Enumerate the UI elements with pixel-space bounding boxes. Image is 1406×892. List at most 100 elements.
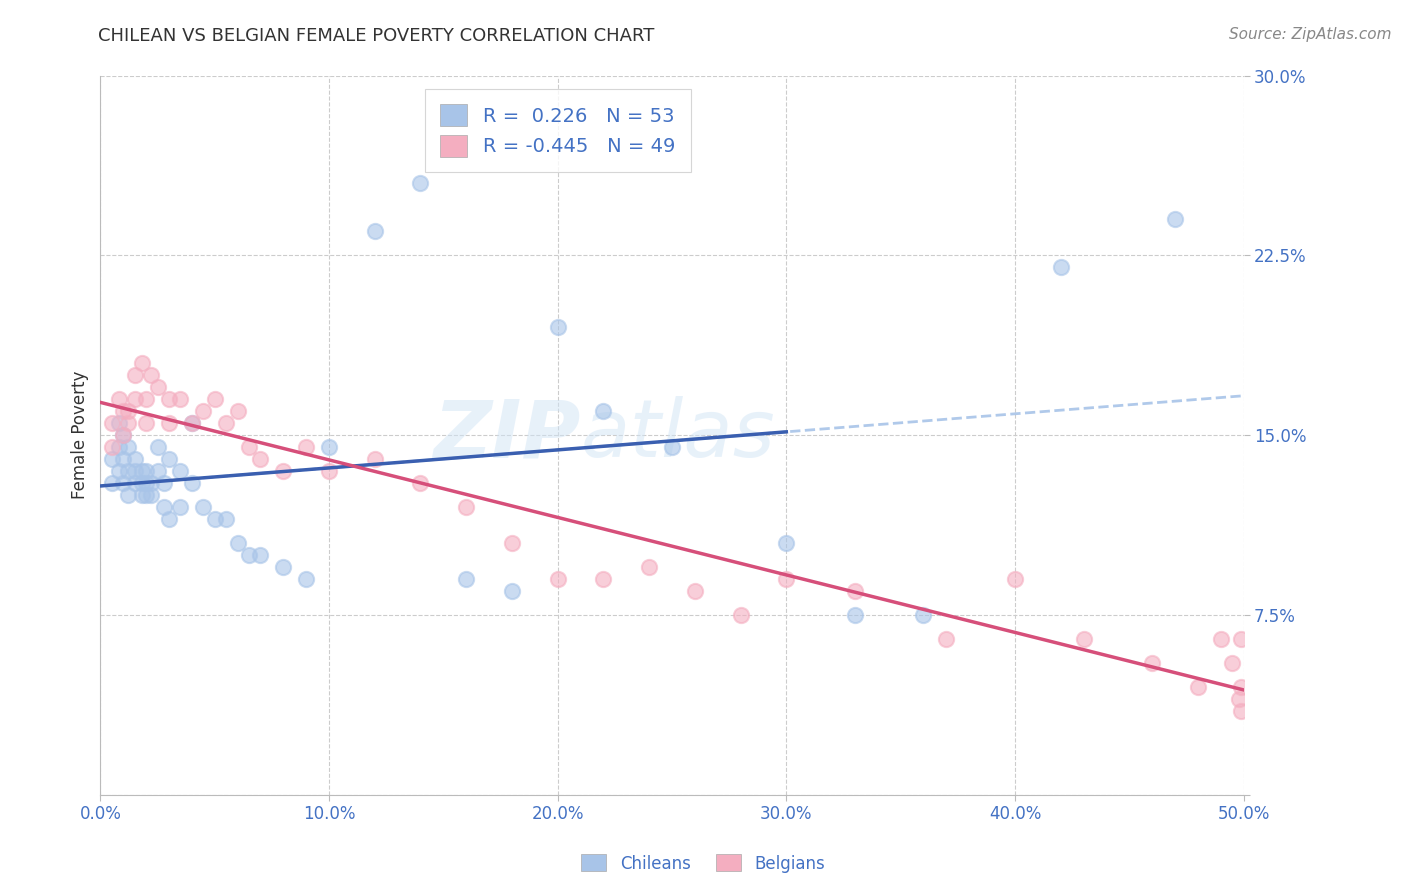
- Point: [112, 428, 135, 442]
- Point: [592, 404, 614, 418]
- Point: [238, 440, 260, 454]
- Point: [107, 417, 129, 431]
- Point: [1220, 656, 1243, 670]
- Point: [215, 512, 238, 526]
- Point: [226, 536, 249, 550]
- Point: [112, 452, 135, 467]
- Point: [131, 476, 153, 491]
- Point: [157, 392, 180, 407]
- Point: [1187, 680, 1209, 694]
- Point: [318, 440, 340, 454]
- Point: [638, 560, 661, 574]
- Y-axis label: Female Poverty: Female Poverty: [72, 371, 89, 500]
- Point: [157, 452, 180, 467]
- Point: [271, 560, 294, 574]
- Point: [135, 417, 157, 431]
- Point: [124, 476, 146, 491]
- Point: [456, 572, 478, 586]
- Point: [295, 440, 318, 454]
- Point: [730, 608, 752, 623]
- Point: [169, 500, 191, 515]
- Point: [456, 500, 478, 515]
- Point: [135, 392, 157, 407]
- Point: [204, 392, 226, 407]
- Point: [409, 177, 432, 191]
- Point: [1004, 572, 1026, 586]
- Legend: R =  0.226   N = 53, R = -0.445   N = 49: R = 0.226 N = 53, R = -0.445 N = 49: [425, 89, 690, 172]
- Point: [117, 417, 139, 431]
- Point: [146, 380, 169, 394]
- Point: [1230, 680, 1253, 694]
- Point: [135, 464, 157, 478]
- Point: [117, 488, 139, 502]
- Point: [193, 500, 215, 515]
- Point: [204, 512, 226, 526]
- Point: [501, 584, 523, 599]
- Point: [139, 476, 162, 491]
- Point: [153, 500, 176, 515]
- Point: [107, 464, 129, 478]
- Text: ZIP: ZIP: [433, 396, 581, 475]
- Point: [153, 476, 176, 491]
- Point: [124, 464, 146, 478]
- Point: [131, 464, 153, 478]
- Point: [131, 488, 153, 502]
- Point: [146, 440, 169, 454]
- Point: [112, 476, 135, 491]
- Point: [180, 417, 202, 431]
- Point: [775, 536, 797, 550]
- Point: [135, 488, 157, 502]
- Point: [139, 488, 162, 502]
- Point: [547, 572, 569, 586]
- Point: [124, 452, 146, 467]
- Point: [117, 440, 139, 454]
- Point: [1164, 212, 1187, 227]
- Point: [844, 608, 866, 623]
- Point: [117, 464, 139, 478]
- Point: [409, 476, 432, 491]
- Point: [592, 572, 614, 586]
- Point: [101, 440, 124, 454]
- Point: [683, 584, 706, 599]
- Point: [249, 548, 271, 562]
- Point: [1230, 704, 1253, 718]
- Point: [271, 464, 294, 478]
- Point: [157, 512, 180, 526]
- Point: [139, 368, 162, 383]
- Point: [101, 417, 124, 431]
- Point: [295, 572, 318, 586]
- Text: CHILEAN VS BELGIAN FEMALE POVERTY CORRELATION CHART: CHILEAN VS BELGIAN FEMALE POVERTY CORREL…: [98, 27, 655, 45]
- Point: [180, 417, 202, 431]
- Point: [107, 440, 129, 454]
- Point: [364, 224, 387, 238]
- Point: [318, 464, 340, 478]
- Point: [935, 632, 957, 647]
- Point: [1049, 260, 1071, 275]
- Point: [661, 440, 683, 454]
- Point: [1230, 632, 1253, 647]
- Point: [101, 476, 124, 491]
- Text: Source: ZipAtlas.com: Source: ZipAtlas.com: [1229, 27, 1392, 42]
- Point: [844, 584, 866, 599]
- Point: [112, 404, 135, 418]
- Point: [775, 572, 797, 586]
- Point: [364, 452, 387, 467]
- Point: [117, 404, 139, 418]
- Point: [1140, 656, 1163, 670]
- Point: [124, 368, 146, 383]
- Point: [193, 404, 215, 418]
- Point: [238, 548, 260, 562]
- Point: [157, 417, 180, 431]
- Point: [1227, 692, 1250, 706]
- Point: [501, 536, 523, 550]
- Text: atlas: atlas: [581, 396, 775, 475]
- Point: [169, 464, 191, 478]
- Point: [112, 428, 135, 442]
- Point: [124, 392, 146, 407]
- Point: [226, 404, 249, 418]
- Legend: Chileans, Belgians: Chileans, Belgians: [575, 847, 831, 880]
- Point: [912, 608, 935, 623]
- Point: [547, 320, 569, 334]
- Point: [101, 452, 124, 467]
- Point: [146, 464, 169, 478]
